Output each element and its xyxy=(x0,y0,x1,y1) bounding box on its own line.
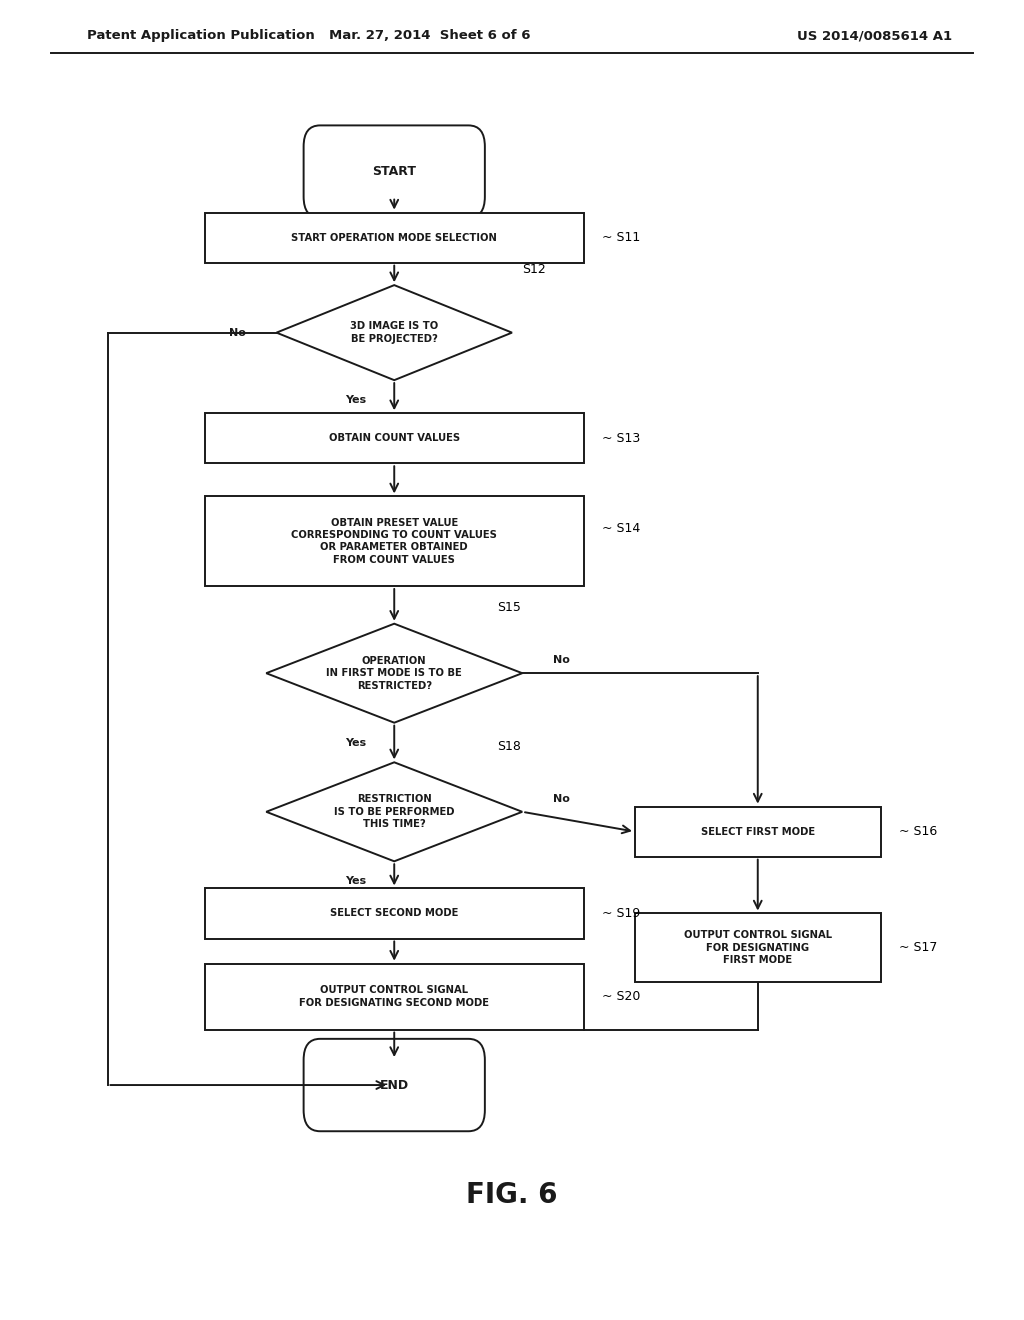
Text: OUTPUT CONTROL SIGNAL
FOR DESIGNATING SECOND MODE: OUTPUT CONTROL SIGNAL FOR DESIGNATING SE… xyxy=(299,986,489,1007)
Text: Patent Application Publication: Patent Application Publication xyxy=(87,29,314,42)
Text: ~ S20: ~ S20 xyxy=(602,990,640,1003)
Text: SELECT FIRST MODE: SELECT FIRST MODE xyxy=(700,826,815,837)
Text: ~ S17: ~ S17 xyxy=(899,941,937,954)
Text: Yes: Yes xyxy=(345,395,366,405)
Text: SELECT SECOND MODE: SELECT SECOND MODE xyxy=(330,908,459,919)
Text: 3D IMAGE IS TO
BE PROJECTED?: 3D IMAGE IS TO BE PROJECTED? xyxy=(350,322,438,343)
Text: ~ S14: ~ S14 xyxy=(602,521,640,535)
Text: OPERATION
IN FIRST MODE IS TO BE
RESTRICTED?: OPERATION IN FIRST MODE IS TO BE RESTRIC… xyxy=(327,656,462,690)
Text: No: No xyxy=(229,327,246,338)
Text: ~ S19: ~ S19 xyxy=(602,907,640,920)
Text: No: No xyxy=(553,655,569,665)
Text: START OPERATION MODE SELECTION: START OPERATION MODE SELECTION xyxy=(291,232,498,243)
Text: END: END xyxy=(380,1078,409,1092)
Text: ~ S11: ~ S11 xyxy=(602,231,640,244)
Polygon shape xyxy=(266,763,522,861)
FancyBboxPatch shape xyxy=(635,913,881,982)
FancyBboxPatch shape xyxy=(635,807,881,857)
Text: ~ S13: ~ S13 xyxy=(602,432,640,445)
Text: No: No xyxy=(553,793,569,804)
Polygon shape xyxy=(276,285,512,380)
FancyBboxPatch shape xyxy=(303,1039,485,1131)
Text: OBTAIN PRESET VALUE
CORRESPONDING TO COUNT VALUES
OR PARAMETER OBTAINED
FROM COU: OBTAIN PRESET VALUE CORRESPONDING TO COU… xyxy=(291,517,498,565)
Text: RESTRICTION
IS TO BE PERFORMED
THIS TIME?: RESTRICTION IS TO BE PERFORMED THIS TIME… xyxy=(334,795,455,829)
Text: S18: S18 xyxy=(497,741,520,752)
FancyBboxPatch shape xyxy=(205,888,584,939)
FancyBboxPatch shape xyxy=(205,964,584,1030)
Text: OUTPUT CONTROL SIGNAL
FOR DESIGNATING
FIRST MODE: OUTPUT CONTROL SIGNAL FOR DESIGNATING FI… xyxy=(684,931,831,965)
Text: S12: S12 xyxy=(522,263,546,276)
Polygon shape xyxy=(266,624,522,722)
FancyBboxPatch shape xyxy=(205,213,584,263)
Text: S15: S15 xyxy=(497,602,520,614)
Text: ~ S16: ~ S16 xyxy=(899,825,937,838)
Text: Mar. 27, 2014  Sheet 6 of 6: Mar. 27, 2014 Sheet 6 of 6 xyxy=(330,29,530,42)
FancyBboxPatch shape xyxy=(303,125,485,218)
Text: FIG. 6: FIG. 6 xyxy=(466,1180,558,1209)
Text: Yes: Yes xyxy=(345,738,366,747)
Text: Yes: Yes xyxy=(345,876,366,886)
FancyBboxPatch shape xyxy=(205,413,584,463)
Text: US 2014/0085614 A1: US 2014/0085614 A1 xyxy=(798,29,952,42)
Text: OBTAIN COUNT VALUES: OBTAIN COUNT VALUES xyxy=(329,433,460,444)
Text: START: START xyxy=(373,165,416,178)
FancyBboxPatch shape xyxy=(205,496,584,586)
